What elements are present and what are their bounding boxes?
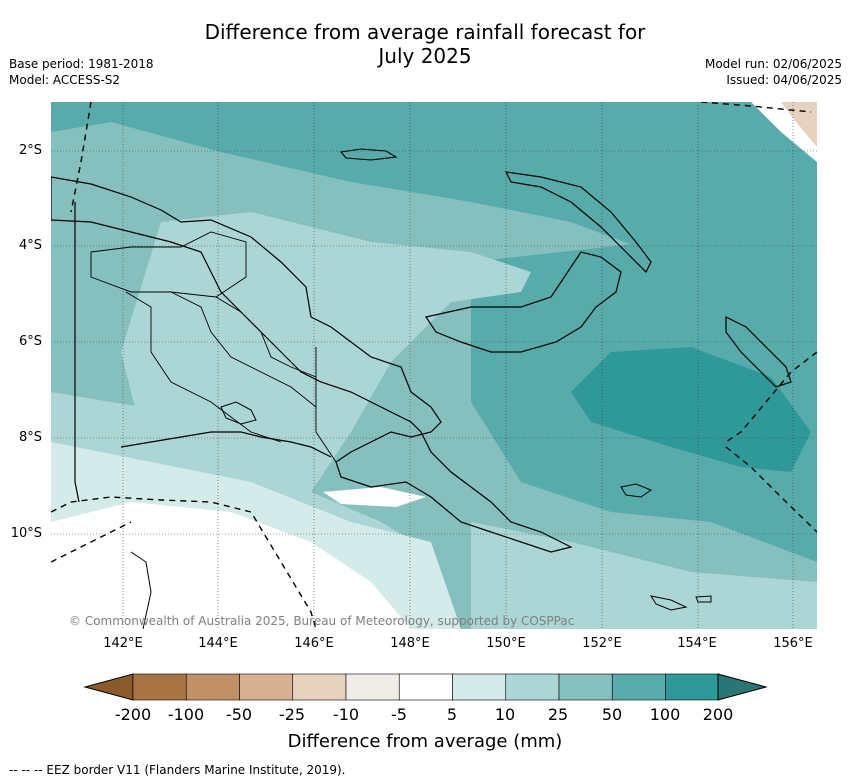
colorbar-cell — [558, 673, 613, 701]
new-ireland — [504, 171, 652, 274]
map-canvas — [51, 102, 817, 629]
lon-tick: 152°E — [582, 636, 622, 651]
lat-tick: 10°S — [10, 526, 42, 541]
lat-tick: 8°S — [18, 430, 42, 445]
colorbar-cell — [239, 673, 294, 701]
colorbar-cell — [185, 673, 240, 701]
colorbar-extend-low — [83, 673, 134, 701]
colorbar-label: 25 — [547, 705, 569, 724]
colorbar — [83, 673, 768, 701]
zone-north-50-100 — [51, 102, 817, 282]
manus-island — [339, 148, 398, 161]
lon-tick: 142°E — [103, 636, 143, 651]
colorbar-label: 100 — [649, 705, 681, 724]
model-run: Model run: 02/06/2025 — [704, 57, 842, 71]
colorbar-cell — [345, 673, 400, 701]
colorbar-label: 10 — [494, 705, 516, 724]
international-border — [74, 202, 80, 503]
colorbar-label: -5 — [391, 705, 407, 724]
model-name: Model: ACCESS-S2 — [9, 73, 121, 87]
colorbar-cell — [292, 673, 347, 701]
island-rossel — [649, 595, 688, 611]
province-borders — [90, 231, 337, 463]
colorbar-cell — [398, 673, 453, 701]
colorbar-cell — [132, 673, 187, 701]
colorbar-cell — [452, 673, 507, 701]
new-britain — [425, 251, 622, 353]
colorbar-label: -100 — [167, 705, 205, 724]
lat-tick: 4°S — [18, 238, 42, 253]
colorbar-label: -25 — [278, 705, 306, 724]
eez-legend: -- -- -- EEZ border V11 (Flanders Marine… — [9, 763, 346, 777]
title-line-1: Difference from average rainfall forecas… — [204, 20, 646, 44]
south-coast — [120, 431, 332, 458]
colorbar-cells — [132, 673, 720, 701]
zone-east-100-200 — [571, 347, 811, 472]
bougainville — [725, 316, 792, 388]
colorbar-cell — [505, 673, 560, 701]
eez-borders — [51, 102, 817, 629]
lon-tick: 146°E — [294, 636, 334, 651]
base-period: Base period: 1981-2018 — [9, 57, 154, 71]
lon-tick: 148°E — [390, 636, 430, 651]
colorbar-extend-high — [717, 673, 768, 701]
zone-central-near-normal — [323, 487, 426, 507]
colorbar-label: -10 — [332, 705, 360, 724]
island-small-1 — [695, 595, 712, 603]
meta-right: Model run: 02/06/2025 Issued: 04/06/2025 — [705, 56, 842, 88]
lon-tick: 154°E — [677, 636, 717, 651]
colorbar-label: -50 — [225, 705, 253, 724]
island-trobriand — [620, 483, 653, 498]
colorbar-title: Difference from average (mm) — [287, 731, 563, 752]
graticule — [51, 102, 817, 629]
colorbar-label: -200 — [114, 705, 152, 724]
issued-date: Issued: 04/06/2025 — [726, 73, 842, 87]
zone-southeast-10-25 — [471, 522, 817, 629]
lat-tick: 6°S — [18, 334, 42, 349]
meta-left: Base period: 1981-2018 Model: ACCESS-S2 — [9, 56, 154, 88]
rainfall-map — [51, 102, 817, 629]
title-line-2: July 2025 — [378, 44, 472, 68]
lon-tick: 156°E — [773, 636, 813, 651]
lat-tick: 2°S — [18, 143, 42, 158]
zone-northeast-dry — [781, 102, 817, 147]
lon-tick: 144°E — [198, 636, 238, 651]
lake-murray — [220, 401, 257, 425]
map-title: Difference from average rainfall forecas… — [0, 20, 850, 68]
colorbar-cell — [665, 673, 720, 701]
copyright-notice: © Commonwealth of Australia 2025, Bureau… — [69, 614, 575, 628]
lon-tick: 150°E — [486, 636, 526, 651]
colorbar-cell — [611, 673, 666, 701]
colorbar-label: 50 — [601, 705, 623, 724]
cape-york — [130, 551, 152, 629]
colorbar-label: 5 — [446, 705, 458, 724]
new-guinea-coast — [51, 176, 573, 553]
zone-central-10-25 — [121, 212, 531, 502]
colorbar-label: 200 — [702, 705, 734, 724]
